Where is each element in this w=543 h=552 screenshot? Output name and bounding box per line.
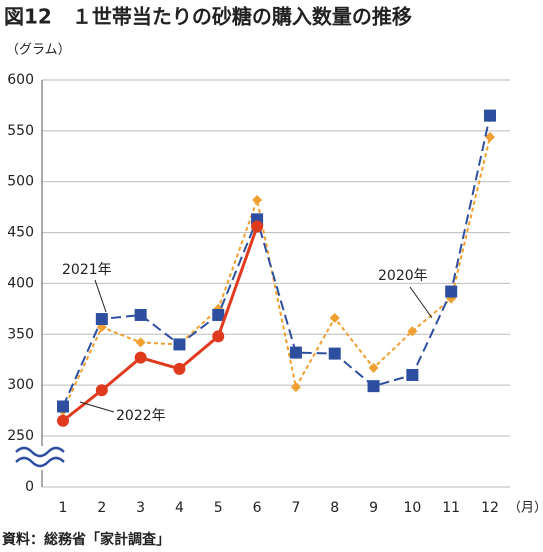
y-tick-label: 550 xyxy=(7,123,34,139)
marker xyxy=(252,195,263,206)
marker xyxy=(406,368,419,381)
marker xyxy=(289,346,302,359)
marker xyxy=(212,330,225,343)
marker xyxy=(57,400,69,413)
marker xyxy=(290,382,301,393)
chart-title: 図12 １世帯当たりの砂糖の購入数量の推移 xyxy=(4,5,412,29)
x-tick-label: 4 xyxy=(175,500,184,516)
series-label: 2020年 xyxy=(378,268,428,284)
leader-line xyxy=(409,286,433,319)
x-tick-label: 6 xyxy=(253,500,262,516)
x-tick-label: 1 xyxy=(59,500,68,516)
marker xyxy=(485,131,495,142)
leader-line xyxy=(79,401,115,413)
series-line xyxy=(62,225,259,422)
marker xyxy=(407,326,418,337)
marker xyxy=(484,109,496,122)
marker xyxy=(95,313,108,326)
axis-break xyxy=(15,456,65,468)
marker xyxy=(57,414,69,427)
x-tick-label: 8 xyxy=(330,500,339,516)
x-tick-label: 5 xyxy=(214,500,223,516)
y-tick-label: 600 xyxy=(7,72,34,88)
y-tick-label: 350 xyxy=(7,326,34,342)
x-tick-label: 3 xyxy=(136,500,145,516)
series-line xyxy=(62,136,491,411)
marker xyxy=(368,362,379,373)
y-tick-label: 250 xyxy=(7,428,34,444)
y-tick-label: 450 xyxy=(7,225,34,241)
marker xyxy=(445,285,458,298)
marker xyxy=(135,337,146,348)
x-tick-label: 12 xyxy=(481,500,499,516)
x-tick-label: 2 xyxy=(97,500,106,516)
x-tick-label: 11 xyxy=(442,500,460,516)
marker xyxy=(328,347,341,360)
leader-line xyxy=(94,279,107,313)
y-tick-label: 400 xyxy=(7,275,34,291)
axis-break xyxy=(15,446,65,458)
source: 資料：総務省「家計調査」 xyxy=(2,531,170,548)
marker xyxy=(173,362,186,375)
marker xyxy=(173,338,186,351)
x-tick-label: 10 xyxy=(403,500,421,516)
series-label: 2021年 xyxy=(62,262,112,278)
y-axis-label: （グラム） xyxy=(6,43,71,58)
marker xyxy=(95,384,108,397)
series-line xyxy=(62,115,491,407)
marker xyxy=(367,380,380,393)
y-tick-label: 300 xyxy=(7,377,34,393)
x-tick-label: 7 xyxy=(291,500,300,516)
marker xyxy=(134,351,147,364)
marker xyxy=(134,308,147,321)
y-tick-label: 500 xyxy=(7,174,34,190)
marker xyxy=(251,220,264,233)
marker xyxy=(329,313,340,324)
x-axis-label: （月） xyxy=(508,501,543,516)
y-tick-label: 0 xyxy=(25,479,34,495)
x-tick-label: 9 xyxy=(369,500,378,516)
marker xyxy=(212,308,225,321)
series-label: 2022年 xyxy=(116,408,166,424)
